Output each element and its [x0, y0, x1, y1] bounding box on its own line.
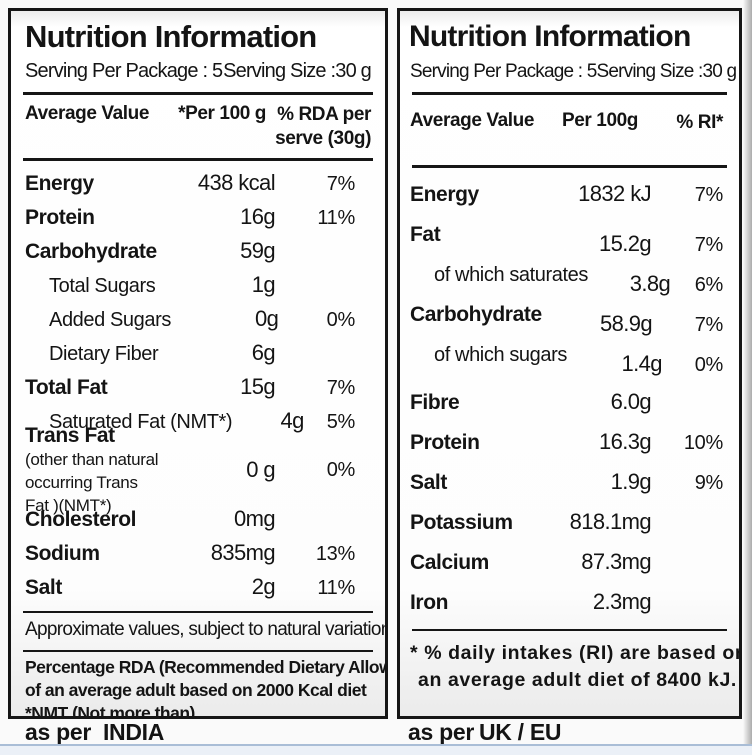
row-carbohydrate: Carbohydrate 59g	[25, 238, 276, 263]
column-header-ri: % RI*	[676, 112, 723, 133]
divider	[23, 650, 373, 652]
row-protein: Protein 16g 11%	[25, 204, 355, 229]
column-header-row: Average Value *Per 100 g % RDA per serve…	[25, 103, 371, 151]
serving-size: Serving Size :30 g	[596, 61, 738, 82]
column-header-per-100g: *Per 100 g	[178, 103, 266, 124]
row-saturated-fat: Saturated Fat (NMT*) 4g 5%	[49, 408, 355, 433]
row-fat: Fat 15.2g 7%	[410, 223, 723, 256]
row-calcium: Calcium 87.3mg	[410, 549, 652, 574]
divider	[23, 611, 373, 613]
row-protein: Protein 16.3g 10%	[410, 429, 723, 454]
column-header-row: Average Value Per 100g % RI*	[410, 110, 723, 158]
nutrition-panel-uk-eu: Nutrition Information Serving Per Packag…	[397, 8, 742, 719]
row-cholesterol: Cholesterol 0mg	[25, 506, 276, 531]
divider	[23, 158, 373, 161]
divider	[23, 92, 373, 95]
divider	[412, 92, 727, 95]
row-of-which-sugars: of which sugars 1.4g 0%	[434, 344, 723, 376]
row-total-fat: Total Fat 15g 7%	[25, 374, 355, 399]
bottom-blue-band	[0, 744, 752, 755]
column-header-rda: % RDA per serve (30g)	[275, 104, 371, 149]
approximate-values-note: Approximate values, subject to natural v…	[25, 619, 388, 640]
divider	[412, 629, 727, 631]
serving-line: Serving Per Package : 5 Serving Size :30…	[410, 58, 737, 85]
column-header-per-100g: Per 100g	[561, 110, 638, 131]
region-label: INDIA	[102, 719, 165, 745]
row-dietary-fiber: Dietary Fiber 6g	[49, 340, 276, 365]
serving-size: Serving Size :30 g	[223, 60, 372, 82]
serving-per-package: Serving Per Package : 5	[410, 61, 597, 82]
region-label: UK / EU	[478, 719, 562, 745]
row-sodium: Sodium 835mg 13%	[25, 540, 355, 565]
caption-as-per-uk-eu: as per UK / EU	[408, 719, 562, 745]
row-salt: Salt 2g 11%	[25, 574, 355, 599]
serving-line: Serving Per Package : 5 Serving Size :30…	[25, 58, 372, 85]
row-energy: Energy 1832 kJ 7%	[410, 181, 723, 206]
photo-edge-shading	[743, 0, 752, 744]
row-added-sugars: Added Sugars 0g 0%	[49, 306, 355, 331]
row-iron: Iron 2.3mg	[410, 589, 652, 614]
serving-per-package: Serving Per Package : 5	[25, 60, 223, 82]
nutrient-table: Energy 1832 kJ 7% Fat 15.2g 7% of which satu…	[410, 174, 723, 622]
divider	[412, 165, 727, 168]
row-energy: Energy 438 kcal 7%	[25, 170, 355, 195]
panel-title: Nutrition Information	[409, 20, 691, 53]
caption-as-per-india: as per INDIA	[25, 719, 165, 745]
row-fibre: Fibre 6.0g	[410, 389, 652, 414]
row-total-sugars: Total Sugars 1g	[49, 272, 276, 297]
ri-footnote: * % daily intakes (RI) are based on an a…	[410, 642, 742, 691]
rda-footnote: Percentage RDA (Recommended Dietary Allo…	[25, 657, 388, 719]
row-carbohydrate: Carbohydrate 58.9g 7%	[410, 303, 723, 336]
column-header-average-value: Average Value	[410, 110, 535, 131]
column-header-average-value: Average Value	[25, 103, 150, 124]
row-potassium: Potassium 818.1mg	[410, 509, 652, 534]
row-trans-fat: Trans Fat (other than natural occurring …	[25, 423, 355, 515]
panel-title: Nutrition Information	[25, 19, 317, 54]
nutrient-table: Energy 438 kcal 7% Protein 16g 11% Carbohydr…	[25, 166, 355, 604]
row-of-which-saturates: of which saturates 3.8g 6%	[434, 264, 723, 296]
row-salt: Salt 1.9g 9%	[410, 469, 723, 494]
nutrition-panel-india: Nutrition Information Serving Per Packag…	[8, 8, 388, 719]
